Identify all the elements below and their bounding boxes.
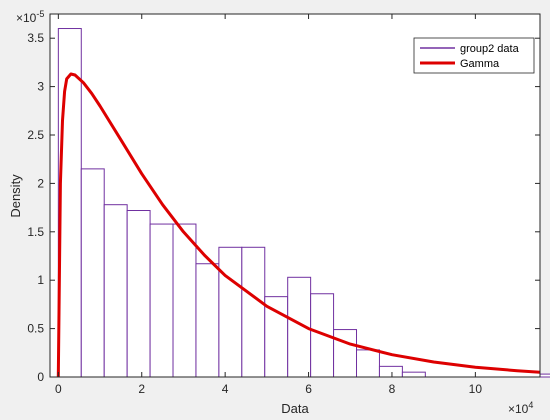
x-axis-label: Data [281, 401, 309, 416]
axes-box [49, 13, 541, 378]
x-tick-label: 0 [55, 382, 62, 396]
y-tick-label: 1.5 [27, 225, 44, 239]
histogram-bar [149, 223, 174, 378]
legend: group2 data Gamma [413, 37, 535, 74]
y-tick-label: 2.5 [27, 128, 44, 142]
gamma-curve [56, 72, 541, 378]
histogram-bar [103, 204, 128, 378]
x-tick-label: 4 [222, 382, 229, 396]
legend-label-gamma: Gamma [460, 58, 500, 70]
y-tick-label: 2 [37, 176, 44, 190]
histogram-bar [264, 296, 289, 378]
histogram-bar [80, 168, 105, 378]
y-tick-label: 1 [37, 273, 44, 287]
x-tick-label: 6 [305, 382, 312, 396]
y-axis-label: Density [8, 174, 23, 218]
histogram-bar [401, 371, 426, 378]
histogram-bar [195, 263, 220, 378]
histogram-bar [57, 28, 82, 378]
histogram-bar [539, 373, 550, 378]
x-tick-label: 2 [138, 382, 145, 396]
histogram-bar [378, 365, 403, 378]
histogram-bar [172, 223, 197, 378]
histogram-bar [333, 329, 358, 378]
legend-box [413, 37, 535, 74]
histogram-bar [241, 246, 266, 378]
x-tick-label: 10 [469, 382, 483, 396]
y-axis-ticks: 0 0.5 1 1.5 2 2.5 3 3.5 [27, 31, 540, 384]
legend-label-group2-data: group2 data [460, 43, 520, 55]
histogram-bars [57, 28, 550, 378]
x-tick-label: 8 [389, 382, 396, 396]
y-tick-label: 3 [37, 80, 44, 94]
y-tick-label: 0.5 [27, 322, 44, 336]
histogram-bar [126, 210, 151, 378]
histogram-bar [218, 246, 243, 378]
y-tick-label: 3.5 [27, 31, 44, 45]
y-multiplier: ×10-5 [16, 9, 44, 25]
y-tick-label: 0 [37, 370, 44, 384]
x-multiplier: ×104 [508, 400, 533, 416]
histogram-bar [356, 349, 380, 378]
x-axis-ticks: 0 2 4 6 8 10 [55, 14, 482, 396]
